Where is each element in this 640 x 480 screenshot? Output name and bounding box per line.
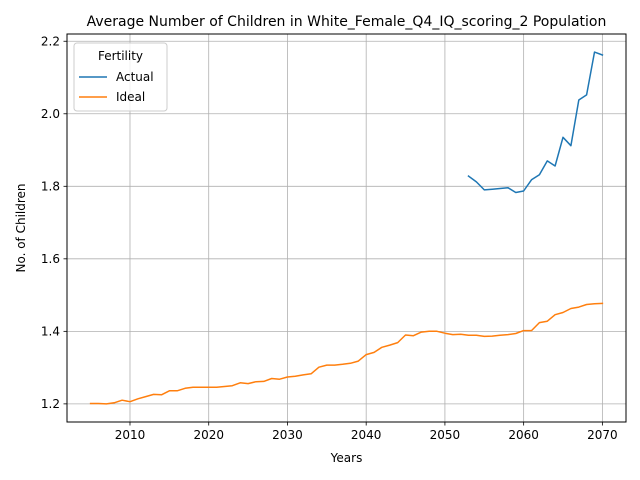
y-tick-label: 1.8	[41, 179, 60, 193]
y-tick-label: 1.2	[41, 397, 60, 411]
plot-area-frame	[66, 33, 627, 423]
legend-box	[73, 42, 168, 112]
legend-title: Fertility	[98, 49, 143, 63]
y-tick-label: 2.2	[41, 34, 60, 48]
axis-ticks: 2010 2020 2030 2040 2050 2060 2070 1.2 1.4 1.6 1.8…	[41, 34, 618, 442]
x-tick-label: 2040	[351, 428, 382, 442]
legend-label-actual: Actual	[116, 70, 154, 84]
y-tick-label: 1.6	[41, 252, 60, 266]
grid	[67, 34, 626, 422]
x-tick-label: 2070	[587, 428, 618, 442]
y-axis-title: No. of Children	[14, 183, 28, 272]
y-tick-label: 2.0	[41, 107, 60, 121]
series-line-ideal	[89, 302, 604, 405]
x-tick-label: 2010	[115, 428, 146, 442]
x-tick-label: 2060	[508, 428, 539, 442]
y-tick-label: 1.4	[41, 324, 60, 338]
legend: Fertility Actual Ideal	[73, 42, 168, 112]
series-line-actual	[467, 51, 604, 194]
legend-entries: Actual Ideal	[79, 70, 154, 104]
x-tick-label: 2030	[272, 428, 303, 442]
x-axis-title: Years	[330, 451, 363, 465]
chart-title: Average Number of Children in White_Fema…	[87, 14, 607, 30]
series-lines	[89, 51, 604, 405]
x-tick-label: 2020	[193, 428, 224, 442]
x-tick-label: 2050	[430, 428, 461, 442]
legend-label-ideal: Ideal	[116, 90, 145, 104]
